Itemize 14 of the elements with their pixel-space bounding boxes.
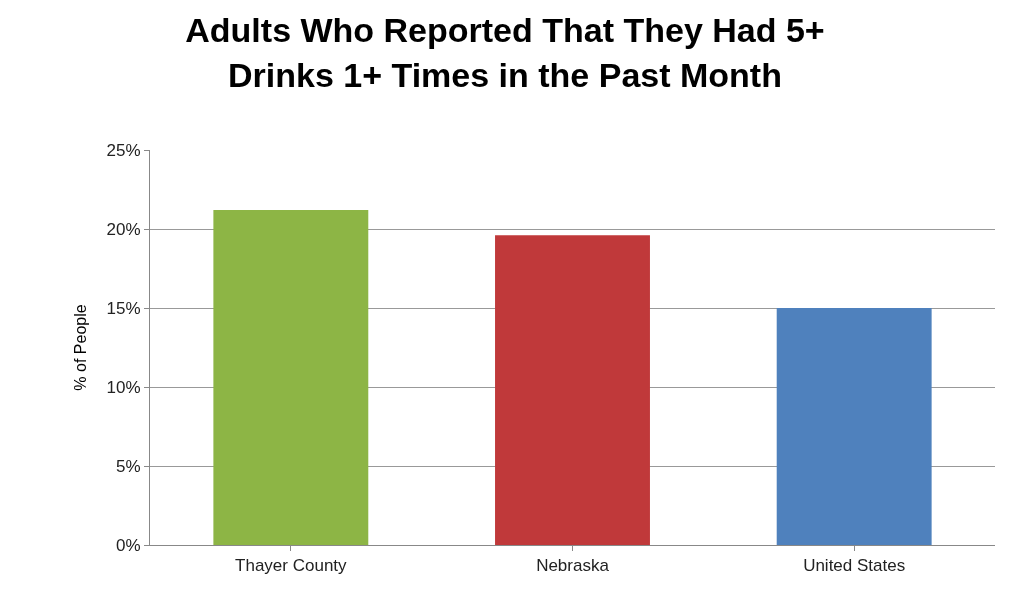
y-tick-label: 0%	[116, 535, 141, 555]
chart-title: Adults Who Reported That They Had 5+ Drinks 1+ Times in the Past Month	[185, 11, 825, 94]
x-tick-label: Nebraska	[536, 556, 610, 576]
bar	[495, 235, 650, 545]
bar	[776, 308, 932, 545]
y-tick-label: 15%	[106, 298, 141, 318]
y-tick-label: 5%	[116, 456, 141, 476]
x-tick-label: Thayer County	[235, 556, 348, 576]
y-tick-label: 20%	[106, 219, 141, 239]
y-axis-title: % of People	[72, 304, 90, 391]
y-tick-label: 25%	[106, 140, 141, 160]
y-tick-label: 10%	[106, 377, 141, 397]
bar	[213, 210, 369, 545]
x-tick-label: United States	[803, 556, 906, 576]
